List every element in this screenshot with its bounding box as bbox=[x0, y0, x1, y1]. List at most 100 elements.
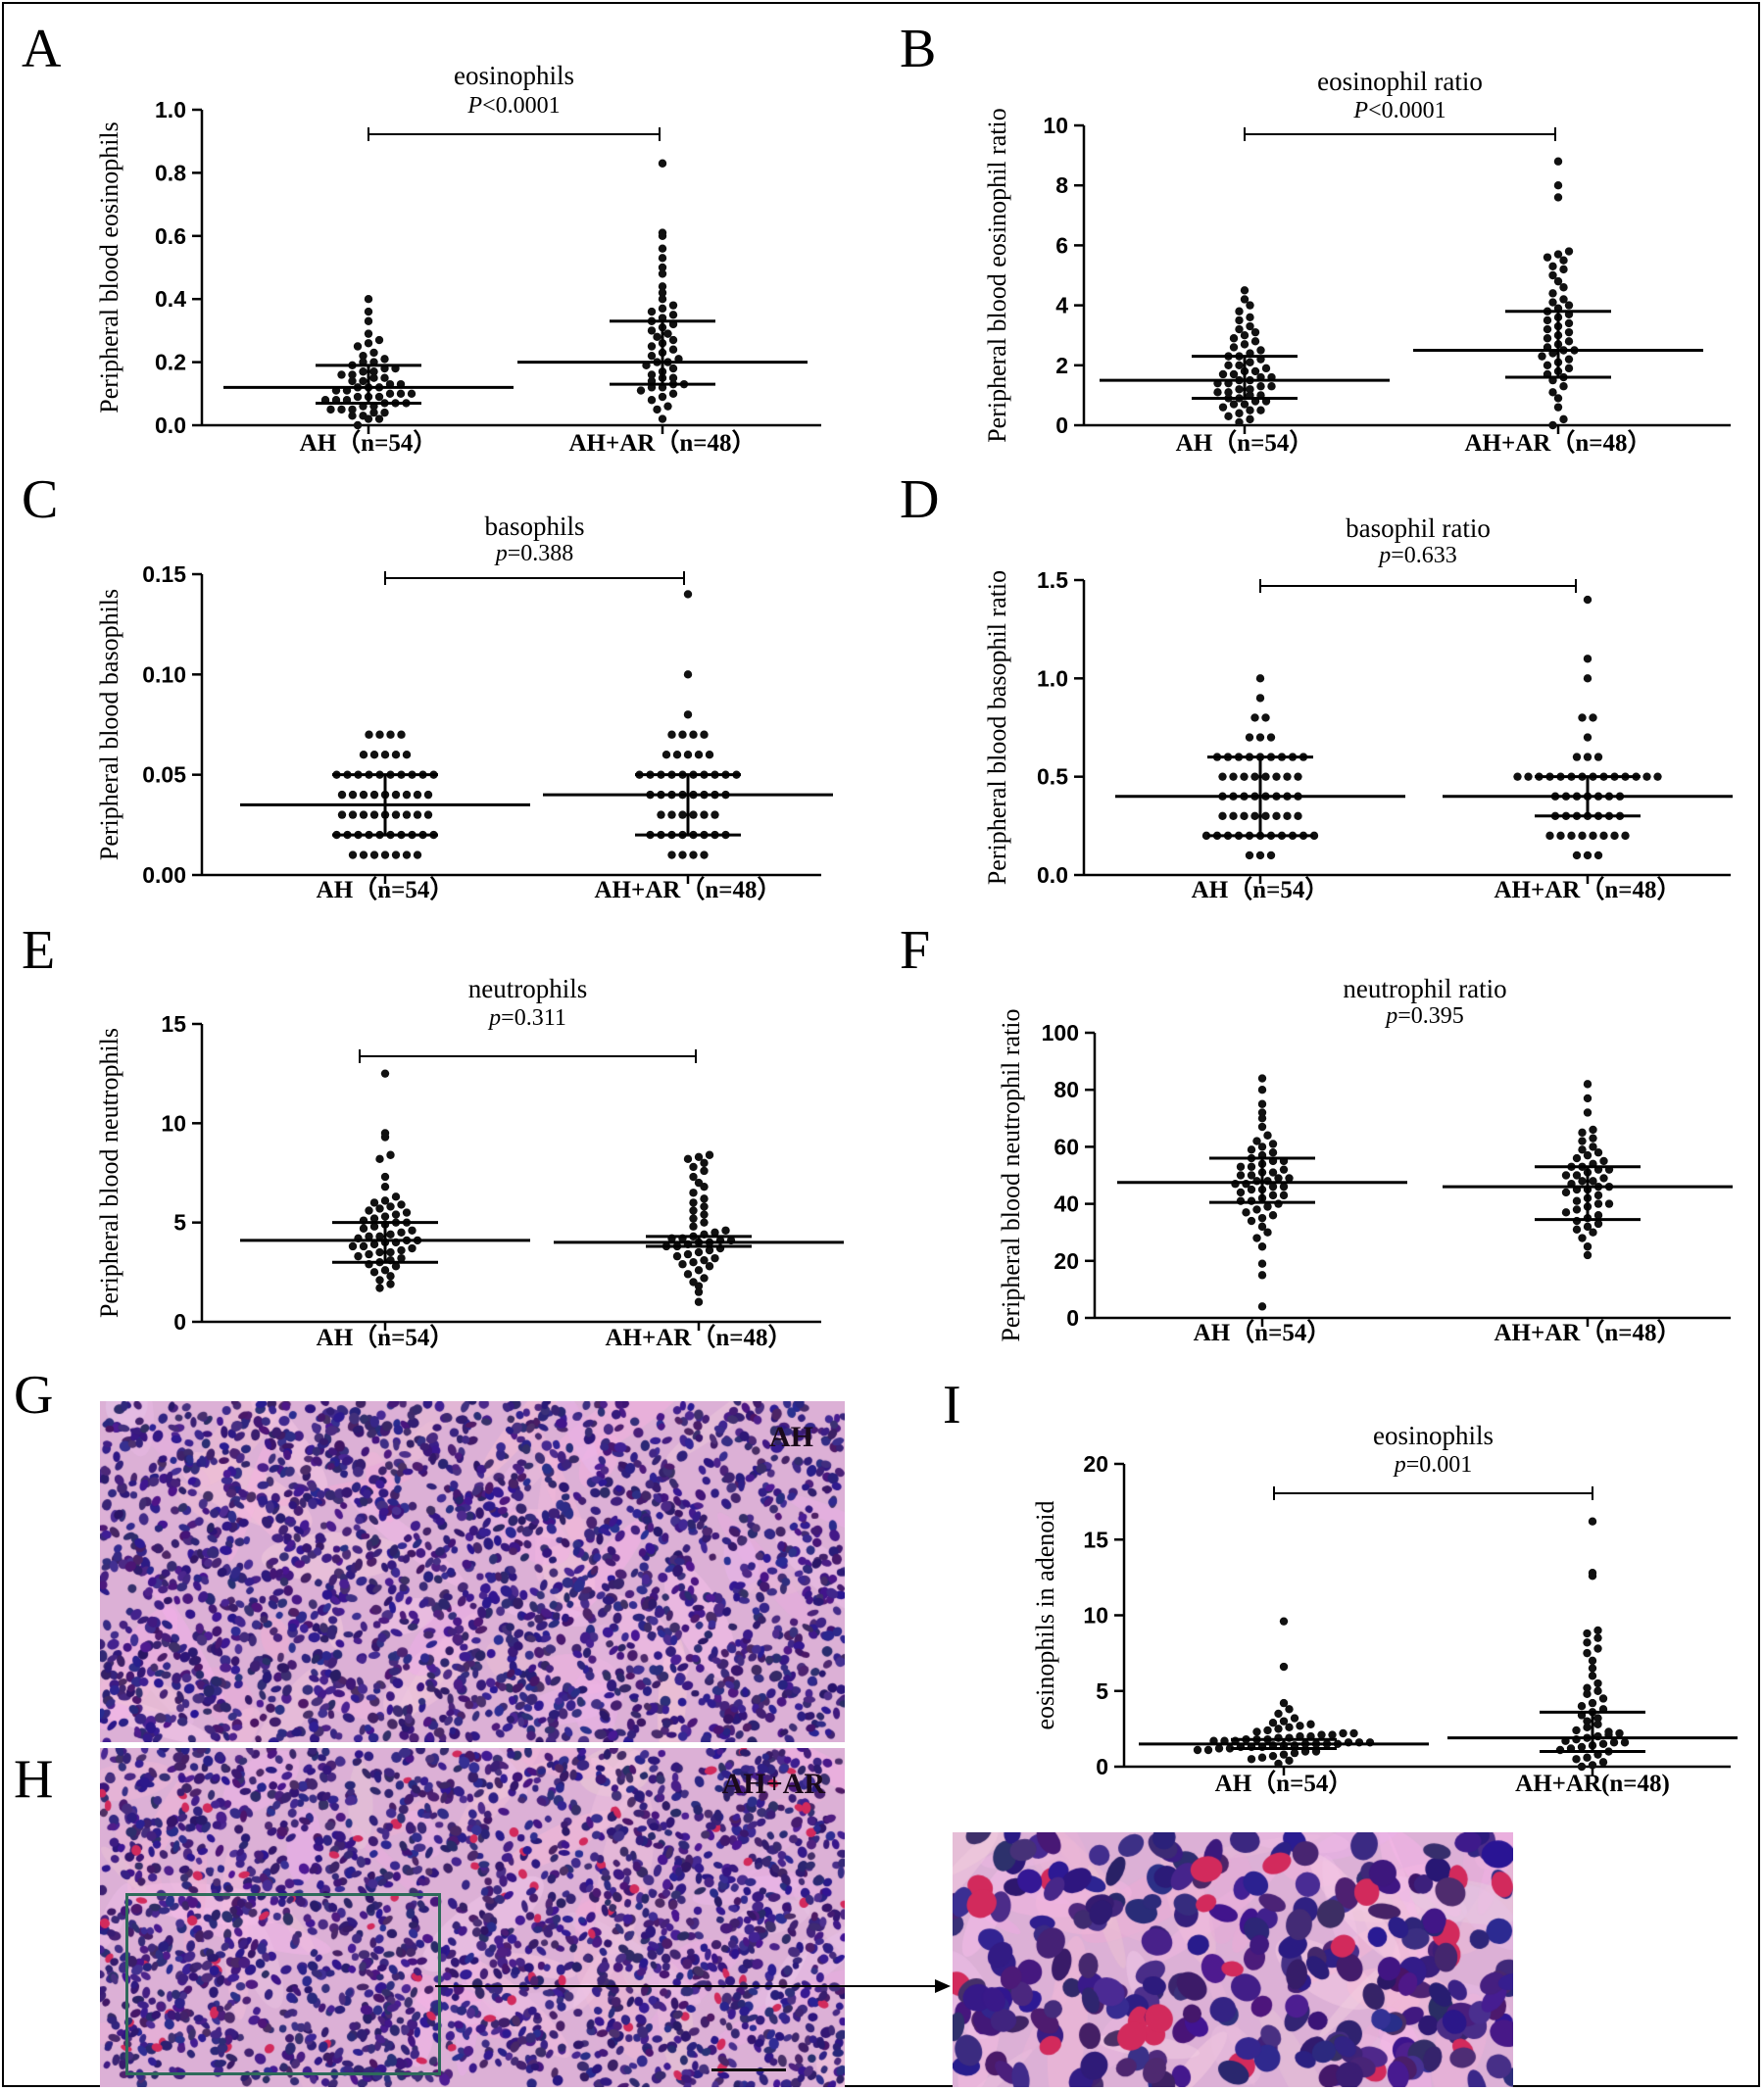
data-point bbox=[386, 1202, 395, 1211]
chart-title: neutrophils bbox=[468, 974, 588, 1003]
data-point bbox=[1583, 674, 1592, 683]
data-point bbox=[1229, 334, 1239, 343]
data-point bbox=[1261, 364, 1271, 373]
data-point bbox=[1246, 385, 1254, 394]
data-point bbox=[647, 351, 657, 361]
data-point bbox=[423, 790, 433, 800]
data-point bbox=[1578, 831, 1587, 841]
data-point bbox=[1236, 1162, 1246, 1171]
data-point bbox=[380, 1196, 390, 1205]
data-point bbox=[658, 159, 667, 168]
data-point bbox=[1261, 713, 1270, 722]
data-point bbox=[678, 810, 687, 819]
data-point bbox=[1583, 595, 1592, 605]
data-point bbox=[365, 730, 373, 739]
data-point bbox=[668, 373, 678, 382]
data-point bbox=[683, 1249, 693, 1259]
data-point bbox=[694, 1282, 704, 1290]
data-point bbox=[1272, 811, 1281, 820]
data-point bbox=[1268, 1211, 1278, 1220]
data-point bbox=[1572, 1205, 1582, 1214]
category-label: AH+AR（n=48） bbox=[1494, 1318, 1681, 1346]
data-point bbox=[710, 810, 719, 819]
data-point bbox=[1538, 352, 1546, 361]
data-point bbox=[348, 810, 358, 819]
data-point bbox=[1588, 1664, 1597, 1673]
data-point bbox=[1583, 1150, 1592, 1160]
data-point bbox=[658, 269, 667, 278]
data-point bbox=[386, 1150, 395, 1159]
chart-title: eosinophil ratio bbox=[1317, 67, 1483, 96]
data-point bbox=[1266, 851, 1276, 860]
data-point bbox=[1214, 1744, 1224, 1753]
data-point bbox=[1548, 289, 1557, 298]
data-point bbox=[1604, 1199, 1614, 1208]
y-tick-label: 10 bbox=[1083, 1603, 1108, 1629]
data-point bbox=[653, 332, 662, 342]
data-point bbox=[658, 263, 667, 272]
histology-label-ah-ar: AH+AR bbox=[721, 1768, 825, 1800]
y-tick-label: 0.0 bbox=[155, 413, 186, 438]
data-point bbox=[375, 1232, 384, 1241]
data-point bbox=[369, 851, 379, 859]
data-point bbox=[1279, 1191, 1289, 1200]
data-point bbox=[369, 1222, 379, 1231]
data-point bbox=[1559, 283, 1568, 292]
data-point bbox=[1583, 1753, 1592, 1762]
category-label: AH+AR（n=48） bbox=[605, 1323, 792, 1351]
panel-label-g: G bbox=[14, 1365, 54, 1426]
data-point bbox=[1583, 733, 1592, 742]
data-point bbox=[402, 751, 412, 759]
data-point bbox=[1218, 369, 1228, 379]
data-point bbox=[380, 408, 389, 417]
y-tick-label: 1.0 bbox=[1037, 665, 1068, 691]
data-point bbox=[359, 376, 368, 386]
data-point bbox=[1553, 403, 1563, 412]
data-point bbox=[1564, 327, 1574, 337]
data-point bbox=[348, 412, 357, 420]
data-point bbox=[369, 1198, 379, 1207]
data-point bbox=[1236, 1171, 1246, 1180]
data-point bbox=[1588, 1698, 1597, 1708]
data-point bbox=[375, 1154, 384, 1164]
data-point bbox=[1609, 1738, 1619, 1747]
p-symbol: P bbox=[1352, 98, 1368, 123]
data-point bbox=[1577, 1702, 1587, 1711]
data-point bbox=[658, 304, 667, 314]
y-tick-label: 6 bbox=[1055, 232, 1068, 258]
data-point bbox=[391, 1210, 401, 1219]
data-point bbox=[667, 851, 676, 859]
data-point bbox=[1543, 324, 1552, 334]
data-point bbox=[689, 1258, 698, 1267]
p-symbol: p bbox=[1393, 1452, 1406, 1478]
data-point bbox=[1246, 358, 1254, 366]
data-point bbox=[1578, 713, 1587, 722]
data-point bbox=[402, 810, 412, 819]
data-point bbox=[694, 1297, 704, 1306]
data-point bbox=[1583, 1723, 1592, 1732]
histology-label-ah: AH bbox=[769, 1421, 813, 1453]
histology-zoom-image bbox=[953, 1832, 1513, 2087]
data-point bbox=[636, 386, 646, 395]
data-point bbox=[359, 751, 368, 759]
p-value: <0.0001 bbox=[1368, 98, 1446, 123]
data-point bbox=[348, 376, 357, 386]
data-point bbox=[1583, 1094, 1592, 1103]
y-tick-label: 0 bbox=[173, 1309, 186, 1335]
data-point bbox=[658, 288, 667, 297]
data-point bbox=[1250, 713, 1259, 722]
category-label: AH+AR（n=48） bbox=[1494, 875, 1681, 903]
data-point bbox=[1559, 256, 1568, 265]
data-point bbox=[1598, 1739, 1608, 1749]
data-point bbox=[1285, 1756, 1294, 1766]
data-point bbox=[1235, 417, 1244, 427]
data-point bbox=[668, 364, 678, 373]
data-point bbox=[700, 1274, 709, 1283]
data-point bbox=[1583, 1242, 1592, 1251]
data-point bbox=[1256, 382, 1265, 391]
category-label: AH+AR（n=48） bbox=[594, 875, 781, 903]
data-point bbox=[1553, 157, 1563, 166]
p-value: =0.395 bbox=[1397, 1003, 1464, 1029]
data-point bbox=[1543, 316, 1552, 325]
data-point bbox=[1583, 1629, 1592, 1638]
